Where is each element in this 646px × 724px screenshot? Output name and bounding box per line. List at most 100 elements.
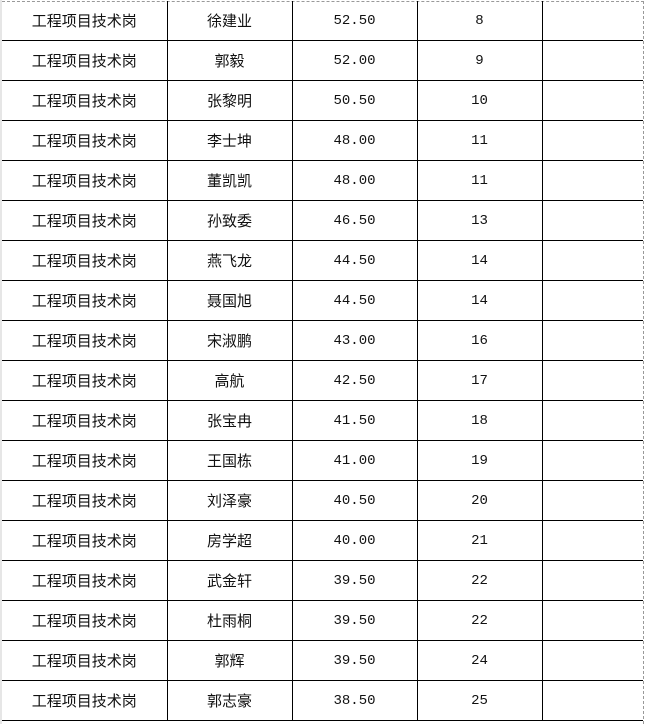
- note-cell: [541, 320, 643, 361]
- note-cell: [541, 360, 643, 401]
- name-cell: 宋淑鹏: [166, 320, 293, 361]
- position-cell: 工程项目技术岗: [2, 160, 168, 201]
- note-cell: [541, 40, 643, 81]
- table-row: 工程项目技术岗 孙致委 46.50 13: [2, 200, 643, 241]
- score-cell: 43.00: [291, 320, 418, 361]
- name-cell: 郭毅: [166, 40, 293, 81]
- score-cell: 52.00: [291, 40, 418, 81]
- rank-cell: 8: [416, 1, 543, 41]
- rank-cell: 11: [416, 120, 543, 161]
- rank-cell: 18: [416, 400, 543, 441]
- position-cell: 工程项目技术岗: [2, 600, 168, 641]
- name-cell: 张黎明: [166, 80, 293, 121]
- name-cell: 刘泽豪: [166, 480, 293, 521]
- score-cell: 42.50: [291, 360, 418, 401]
- score-cell: 48.00: [291, 120, 418, 161]
- position-cell: 工程项目技术岗: [2, 520, 168, 561]
- table-row: 工程项目技术岗 宋淑鹏 43.00 16: [2, 320, 643, 361]
- note-cell: [541, 1, 643, 41]
- rank-cell: 9: [416, 40, 543, 81]
- rank-cell: 22: [416, 560, 543, 601]
- position-cell: 工程项目技术岗: [2, 40, 168, 81]
- score-cell: 39.50: [291, 560, 418, 601]
- score-cell: 52.50: [291, 1, 418, 41]
- rank-cell: 16: [416, 320, 543, 361]
- position-cell: 工程项目技术岗: [2, 400, 168, 441]
- score-cell: 41.00: [291, 440, 418, 481]
- name-cell: 房学超: [166, 520, 293, 561]
- note-cell: [541, 440, 643, 481]
- rank-cell: 25: [416, 680, 543, 721]
- note-cell: [541, 680, 643, 721]
- position-cell: 工程项目技术岗: [2, 560, 168, 601]
- score-cell: 40.00: [291, 520, 418, 561]
- name-cell: 杜雨桐: [166, 600, 293, 641]
- rank-cell: 14: [416, 240, 543, 281]
- note-cell: [541, 200, 643, 241]
- table-row: 工程项目技术岗 杜雨桐 39.50 22: [2, 600, 643, 641]
- left-edge: [0, 0, 2, 724]
- table-row: 工程项目技术岗 刘泽豪 40.50 20: [2, 480, 643, 521]
- position-cell: 工程项目技术岗: [2, 1, 168, 41]
- name-cell: 燕飞龙: [166, 240, 293, 281]
- score-cell: 44.50: [291, 240, 418, 281]
- table-row: 工程项目技术岗 武金轩 39.50 22: [2, 560, 643, 601]
- name-cell: 武金轩: [166, 560, 293, 601]
- position-cell: 工程项目技术岗: [2, 440, 168, 481]
- score-cell: 48.00: [291, 160, 418, 201]
- note-cell: [541, 560, 643, 601]
- name-cell: 郭志豪: [166, 680, 293, 721]
- position-cell: 工程项目技术岗: [2, 680, 168, 721]
- position-cell: 工程项目技术岗: [2, 640, 168, 681]
- position-cell: 工程项目技术岗: [2, 200, 168, 241]
- table-row: 工程项目技术岗 张黎明 50.50 10: [2, 80, 643, 121]
- note-cell: [541, 520, 643, 561]
- name-cell: 高航: [166, 360, 293, 401]
- rank-cell: 19: [416, 440, 543, 481]
- note-cell: [541, 240, 643, 281]
- score-cell: 50.50: [291, 80, 418, 121]
- position-cell: 工程项目技术岗: [2, 480, 168, 521]
- rank-cell: 10: [416, 80, 543, 121]
- table-row: 工程项目技术岗 徐建业 52.50 8: [2, 1, 643, 41]
- table-row: 工程项目技术岗 房学超 40.00 21: [2, 520, 643, 561]
- rank-cell: 21: [416, 520, 543, 561]
- position-cell: 工程项目技术岗: [2, 360, 168, 401]
- rank-cell: 20: [416, 480, 543, 521]
- note-cell: [541, 640, 643, 681]
- table-row: 工程项目技术岗 张宝冉 41.50 18: [2, 400, 643, 441]
- note-cell: [541, 480, 643, 521]
- table-row: 工程项目技术岗 聂国旭 44.50 14: [2, 280, 643, 321]
- rank-cell: 14: [416, 280, 543, 321]
- note-cell: [541, 400, 643, 441]
- score-cell: 44.50: [291, 280, 418, 321]
- rank-cell: 13: [416, 200, 543, 241]
- table-row: 工程项目技术岗 郭辉 39.50 24: [2, 640, 643, 681]
- score-cell: 39.50: [291, 600, 418, 641]
- note-cell: [541, 600, 643, 641]
- score-cell: 41.50: [291, 400, 418, 441]
- rank-cell: 22: [416, 600, 543, 641]
- table-row: 工程项目技术岗 李士坤 48.00 11: [2, 120, 643, 161]
- table-row: 工程项目技术岗 郭志豪 38.50 25: [2, 680, 643, 721]
- position-cell: 工程项目技术岗: [2, 120, 168, 161]
- name-cell: 李士坤: [166, 120, 293, 161]
- note-cell: [541, 280, 643, 321]
- note-cell: [541, 160, 643, 201]
- position-cell: 工程项目技术岗: [2, 240, 168, 281]
- position-cell: 工程项目技术岗: [2, 320, 168, 361]
- rank-cell: 17: [416, 360, 543, 401]
- score-cell: 46.50: [291, 200, 418, 241]
- rank-cell: 24: [416, 640, 543, 681]
- score-cell: 38.50: [291, 680, 418, 721]
- name-cell: 孙致委: [166, 200, 293, 241]
- position-cell: 工程项目技术岗: [2, 80, 168, 121]
- position-cell: 工程项目技术岗: [2, 280, 168, 321]
- table-row: 工程项目技术岗 郭毅 52.00 9: [2, 40, 643, 81]
- table-row: 工程项目技术岗 高航 42.50 17: [2, 360, 643, 401]
- score-cell: 39.50: [291, 640, 418, 681]
- score-cell: 40.50: [291, 480, 418, 521]
- rank-cell: 11: [416, 160, 543, 201]
- name-cell: 董凯凯: [166, 160, 293, 201]
